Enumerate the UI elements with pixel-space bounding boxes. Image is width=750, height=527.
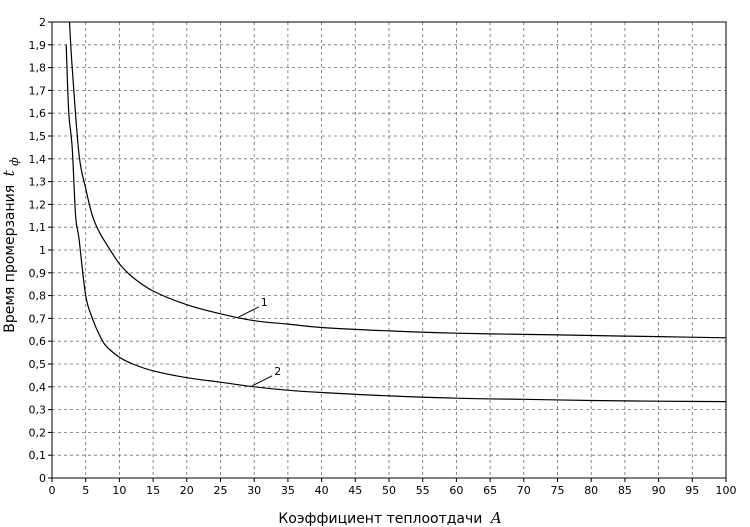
y-tick-label: 0,7 [29,312,47,325]
series-curve-1 [68,21,727,339]
series-curve-2 [65,44,727,403]
x-axis-variable: A [489,509,502,527]
x-tick-label: 10 [112,484,126,497]
x-tick-label: 5 [82,484,89,497]
curve-label: 2 [274,365,281,378]
annotation-layer: 12 [238,296,281,387]
x-tick-label: 50 [382,484,396,497]
curve-label-leader [251,375,273,387]
y-tick-label: 1,4 [29,153,47,166]
y-tick-label: 0,6 [29,335,47,348]
y-tick-label: 0,3 [29,404,47,417]
x-tick-label: 70 [517,484,531,497]
y-tick-label: 1,5 [29,130,47,143]
y-tick-label: 0 [39,472,46,485]
x-tick-label: 75 [551,484,565,497]
y-axis-variable: t [0,169,18,176]
y-axis-title: Время промерзания t ф [0,157,21,333]
x-tick-label: 95 [685,484,699,497]
x-axis-ticks: 0 5 10 15 20 25 30 35 40 45 50 55 60 65 70 75 80 85 90 95 10… [49,478,737,497]
x-axis-title: Коэффициент теплоотдачи A [278,509,501,527]
x-axis-title-text: Коэффициент теплоотдачи [278,511,482,527]
series-layer [65,21,727,403]
x-tick-label: 25 [214,484,228,497]
x-tick-label: 20 [180,484,194,497]
y-tick-label: 1,9 [29,39,47,52]
curve-label: 1 [261,296,268,309]
y-axis-title-text: Время промерзания [2,185,18,333]
y-tick-label: 1,2 [29,198,47,211]
y-tick-label: 1,1 [29,221,47,234]
y-tick-label: 1,7 [29,84,47,97]
y-tick-label: 1,8 [29,62,47,75]
x-tick-label: 85 [618,484,632,497]
x-tick-label: 15 [146,484,160,497]
x-tick-label: 55 [416,484,430,497]
curve-label-leader [238,306,259,318]
x-tick-label: 35 [281,484,295,497]
y-tick-label: 2 [39,16,46,29]
y-tick-label: 0,5 [29,358,47,371]
x-tick-label: 30 [247,484,261,497]
x-tick-label: 60 [449,484,463,497]
x-tick-label: 80 [584,484,598,497]
x-tick-label: 90 [652,484,666,497]
y-tick-label: 0,2 [29,426,47,439]
x-tick-label: 0 [49,484,56,497]
y-tick-label: 0,8 [29,290,47,303]
y-tick-label: 0,4 [29,381,47,394]
y-tick-label: 1,3 [29,176,47,189]
x-tick-label: 40 [315,484,329,497]
x-tick-label: 100 [716,484,737,497]
x-tick-label: 45 [348,484,362,497]
y-tick-label: 0,9 [29,267,47,280]
y-tick-label: 1 [39,244,46,257]
y-tick-label: 1,6 [29,107,47,120]
grid [52,22,726,478]
y-axis-ticks: 0 0,1 0,2 0,3 0,4 0,5 0,6 0,7 0,8 0,9 1 1,1 1,2 1,3 1,… [29,16,52,485]
y-tick-label: 0,1 [29,449,47,462]
y-axis-variable-subscript: ф [8,157,21,166]
x-tick-label: 65 [483,484,497,497]
